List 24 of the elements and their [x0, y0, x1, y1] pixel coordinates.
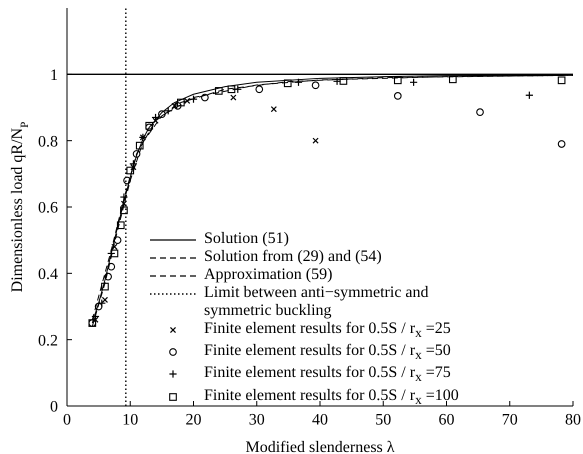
legend-label: Solution (51) — [204, 230, 290, 248]
legend-label: Limit between anti−symmetric and symmetric buckling — [204, 284, 430, 320]
x-tick-label: 20 — [186, 411, 202, 428]
x-tick-label: 10 — [122, 411, 138, 428]
x-tick-label: 30 — [248, 411, 265, 428]
legend-label: Approximation (59) — [204, 266, 334, 284]
legend-label: Finite element results for 0.5S / r$_{x}$ =75 — [204, 364, 452, 387]
x-tick-label: 40 — [312, 411, 328, 428]
y-tick-label: 0.4 — [38, 266, 58, 284]
y-tick-label: 0.6 — [38, 200, 58, 217]
x-tick-label: 70 — [502, 411, 518, 428]
legend-label: Finite element results for 0.5S / r$_{x}$ =100 — [204, 386, 460, 409]
y-tick-label: 0.2 — [38, 332, 58, 350]
x-tick-label: 50 — [375, 411, 392, 428]
x-tick-label: 60 — [438, 411, 454, 428]
x-tick-label: 0 — [63, 411, 71, 428]
x-tick-label: 80 — [565, 411, 581, 428]
y-tick-label: 0 — [50, 398, 58, 416]
legend-label: Finite element results for 0.5S / r$_{x}$ =50 — [204, 342, 452, 364]
x-axis-title: Modified slenderness λ — [245, 439, 395, 454]
y-tick-label: 0.8 — [38, 133, 58, 150]
legend-label: Finite element results for 0.5S / r$_{x}$ =25 — [204, 320, 452, 342]
legend-label: Solution from (29) and (54) — [204, 248, 383, 266]
y-tick-label: 1 — [50, 67, 58, 84]
